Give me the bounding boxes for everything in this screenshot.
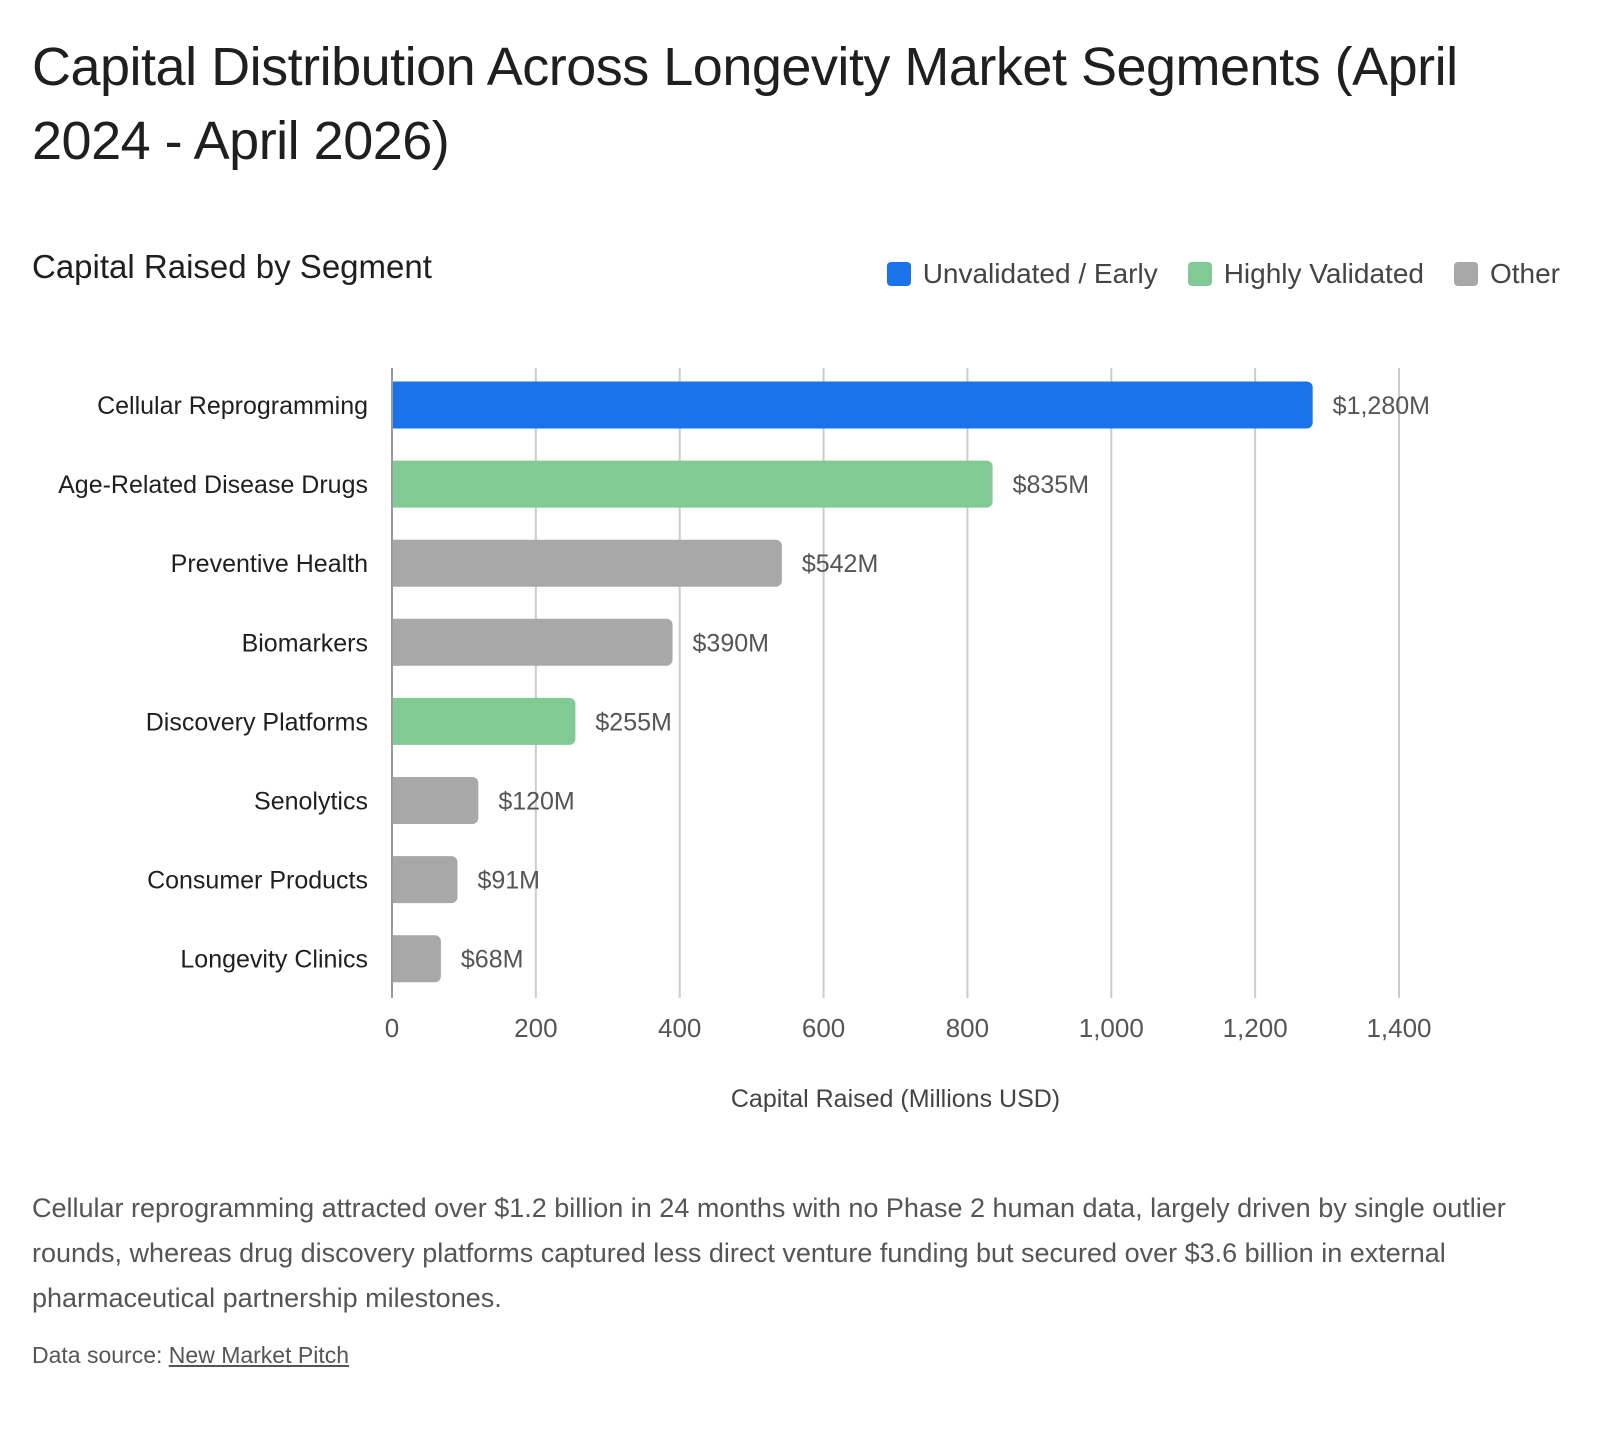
value-label: $542M (802, 550, 878, 578)
value-label: $390M (693, 629, 769, 657)
value-label: $1,280M (1333, 392, 1430, 420)
bar-base (392, 539, 400, 587)
legend: Unvalidated / Early Highly Validated Oth… (886, 258, 1560, 290)
x-tick-label: 1,400 (1366, 1013, 1431, 1043)
x-tick-label: 800 (946, 1013, 989, 1043)
legend-item-other: Other (1453, 258, 1560, 290)
x-tick-label: 600 (802, 1013, 845, 1043)
bar-base (392, 460, 400, 508)
category-label: Consumer Products (147, 867, 368, 895)
category-label: Cellular Reprogramming (97, 392, 368, 420)
legend-swatch-other (1453, 262, 1478, 286)
bar-base (392, 935, 400, 983)
x-tick-label: 1,000 (1079, 1013, 1144, 1043)
value-label: $255M (595, 708, 671, 736)
chart-description: Cellular reprogramming attracted over $1… (32, 1193, 1506, 1313)
legend-swatch-unvalidated (886, 262, 911, 286)
value-label: $835M (1013, 471, 1089, 499)
category-label: Biomarkers (242, 629, 368, 657)
legend-label-validated: Highly Validated (1223, 258, 1424, 289)
category-label: Discovery Platforms (146, 708, 368, 736)
bar-base (392, 381, 400, 429)
x-tick-label: 200 (514, 1013, 557, 1043)
x-tick-label: 0 (385, 1013, 399, 1043)
bar (392, 777, 479, 824)
value-label: $91M (477, 867, 540, 895)
bar (392, 856, 458, 904)
bar (392, 935, 441, 983)
bar (392, 618, 673, 666)
value-label: $68M (461, 946, 524, 974)
category-label: Senolytics (254, 788, 368, 816)
bar-base (392, 856, 400, 904)
legend-item-validated: Highly Validated (1187, 258, 1424, 290)
legend-label-unvalidated: Unvalidated / Early (922, 258, 1158, 289)
bar (392, 539, 782, 587)
legend-label-other: Other (1489, 258, 1560, 289)
bar-base (392, 618, 400, 666)
bar (392, 460, 993, 508)
bar-base (392, 697, 400, 745)
legend-swatch-validated (1187, 262, 1212, 286)
bar-base (392, 777, 400, 824)
bar (392, 381, 1313, 429)
bar-chart: 0 200 400 600 800 1,000 1,200 1,400 Cellular Rep… (58, 368, 1432, 1113)
x-tick-label: 400 (658, 1013, 701, 1043)
category-label: Longevity Clinics (180, 946, 368, 974)
category-label: Age-Related Disease Drugs (58, 471, 368, 499)
x-tick-label: 1,200 (1223, 1013, 1288, 1043)
chart-title: Capital Distribution Across Longevity Ma… (32, 37, 1458, 171)
chart-subtitle: Capital Raised by Segment (32, 248, 432, 285)
value-label: $120M (498, 788, 574, 816)
x-axis-title: Capital Raised (Millions USD) (731, 1085, 1060, 1113)
bar (392, 697, 576, 745)
data-source-link[interactable]: New Market Pitch (168, 1342, 350, 1368)
data-source-prefix: Data source: (32, 1342, 169, 1368)
data-source: Data source: New Market Pitch (32, 1342, 349, 1369)
category-label: Preventive Health (171, 550, 368, 578)
legend-item-unvalidated: Unvalidated / Early (886, 258, 1158, 290)
